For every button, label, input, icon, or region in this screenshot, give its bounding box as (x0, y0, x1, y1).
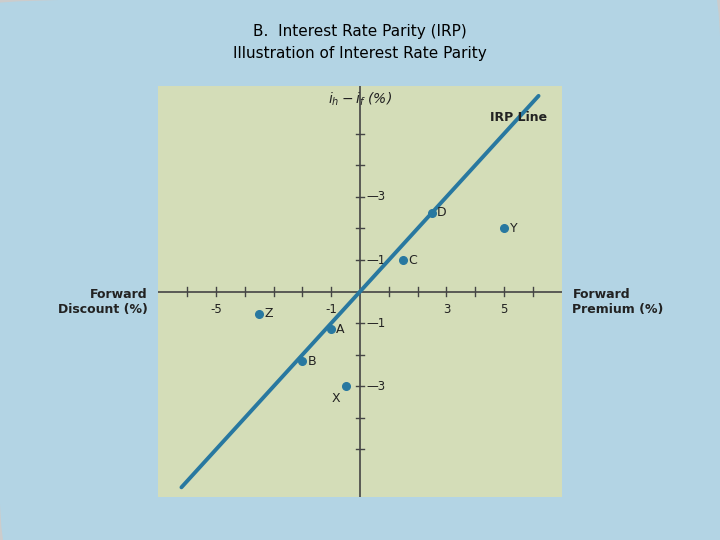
Text: -5: -5 (210, 302, 222, 316)
Text: Y: Y (510, 222, 518, 235)
Text: IRP Line: IRP Line (490, 111, 546, 124)
Text: Forward
Discount (%): Forward Discount (%) (58, 288, 148, 316)
Text: X: X (331, 393, 340, 406)
Text: —3: —3 (366, 191, 385, 204)
Text: 5: 5 (500, 302, 508, 316)
Text: B: B (307, 355, 316, 368)
Text: —3: —3 (366, 380, 385, 393)
Text: $i_h - i_f$ (%): $i_h - i_f$ (%) (328, 91, 392, 109)
Text: Illustration of Interest Rate Parity: Illustration of Interest Rate Parity (233, 46, 487, 61)
Text: A: A (336, 323, 345, 336)
Bar (181, 109, 539, 475)
Text: C: C (408, 254, 417, 267)
Text: B.  Interest Rate Parity (IRP): B. Interest Rate Parity (IRP) (253, 24, 467, 39)
Text: —1: —1 (366, 254, 386, 267)
Text: D: D (437, 206, 447, 219)
Text: Z: Z (265, 307, 274, 320)
Text: 3: 3 (443, 302, 450, 316)
Text: -1: -1 (325, 302, 337, 316)
Text: Forward
Premium (%): Forward Premium (%) (572, 288, 664, 316)
Text: —1: —1 (366, 316, 386, 329)
